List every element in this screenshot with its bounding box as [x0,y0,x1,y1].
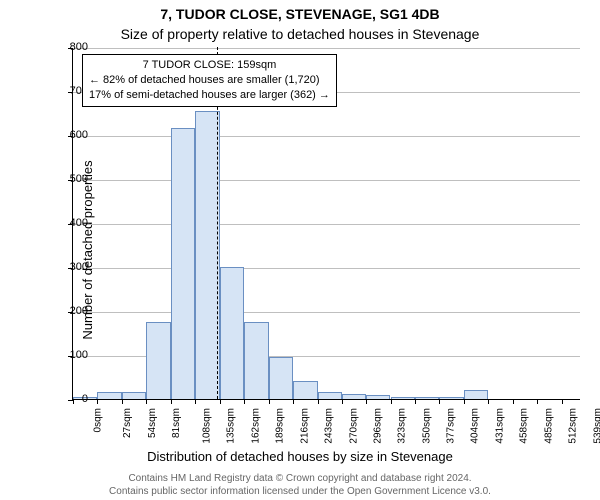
histogram-bar [171,128,195,399]
x-tick-label: 485sqm [544,408,555,444]
histogram-bar [220,267,244,399]
x-tick-mark [513,399,514,404]
x-tick-label: 81sqm [171,408,182,438]
histogram-bar [439,397,463,399]
x-tick-mark [366,399,367,404]
callout-box: 7 TUDOR CLOSE: 159sqm ← 82% of detached … [82,54,337,107]
x-tick-label: 0sqm [92,408,103,432]
y-tick-label: 100 [58,349,88,361]
gridline [73,268,580,269]
y-tick-label: 400 [58,217,88,229]
x-tick-label: 189sqm [275,408,286,444]
histogram-bar [318,392,342,399]
x-tick-label: 108sqm [202,408,213,444]
x-tick-mark [391,399,392,404]
y-tick-label: 0 [58,393,88,405]
x-tick-label: 404sqm [470,408,481,444]
gridline [73,224,580,225]
x-tick-label: 27sqm [123,408,134,438]
y-tick-label: 200 [58,305,88,317]
histogram-bar [342,394,366,399]
y-tick-label: 600 [58,129,88,141]
x-tick-mark [171,399,172,404]
histogram-bar [146,322,170,399]
histogram-bar [97,392,121,399]
x-tick-mark [464,399,465,404]
x-tick-label: 216sqm [300,408,311,444]
histogram-bar [366,395,390,399]
x-tick-mark [122,399,123,404]
footnote-line1: Contains HM Land Registry data © Crown c… [0,473,600,486]
histogram-bar [293,381,317,399]
y-tick-label: 500 [58,173,88,185]
chart-container: { "chart": { "type": "histogram", "title… [0,0,600,500]
x-tick-mark [342,399,343,404]
gridline [73,136,580,137]
gridline [73,48,580,49]
x-tick-mark [439,399,440,404]
x-tick-mark [415,399,416,404]
callout-line3: 17% of semi-detached houses are larger (… [89,88,330,103]
y-tick-label: 300 [58,261,88,273]
x-tick-label: 512sqm [568,408,579,444]
x-tick-label: 431sqm [495,408,506,444]
x-tick-mark [244,399,245,404]
histogram-bar [244,322,268,399]
x-tick-label: 539sqm [593,408,600,444]
x-tick-mark [562,399,563,404]
gridline [73,180,580,181]
x-tick-mark [220,399,221,404]
x-tick-label: 296sqm [372,408,383,444]
footnote-line2: Contains public sector information licen… [0,486,600,499]
x-tick-label: 54sqm [147,408,158,438]
x-tick-mark [318,399,319,404]
x-tick-mark [146,399,147,404]
x-tick-label: 243sqm [324,408,335,444]
page-title: 7, TUDOR CLOSE, STEVENAGE, SG1 4DB [0,6,600,22]
gridline [73,312,580,313]
histogram-bar [464,390,488,399]
x-tick-label: 270sqm [349,408,360,444]
x-tick-mark [269,399,270,404]
chart-subtitle: Size of property relative to detached ho… [0,26,600,42]
x-tick-mark [293,399,294,404]
x-axis-label: Distribution of detached houses by size … [0,449,600,464]
x-tick-label: 350sqm [421,408,432,444]
histogram-bar [269,357,293,399]
x-tick-label: 162sqm [251,408,262,444]
footnote: Contains HM Land Registry data © Crown c… [0,473,600,498]
x-tick-label: 458sqm [519,408,530,444]
histogram-bar [415,397,439,399]
callout-line2: ← 82% of detached houses are smaller (1,… [89,73,330,88]
histogram-bar [122,392,146,399]
callout-line1: 7 TUDOR CLOSE: 159sqm [89,58,330,73]
x-tick-mark [195,399,196,404]
histogram-bar [391,397,415,399]
x-tick-mark [97,399,98,404]
x-tick-mark [488,399,489,404]
y-tick-label: 800 [58,41,88,53]
x-tick-mark [537,399,538,404]
x-tick-label: 323sqm [397,408,408,444]
x-tick-label: 377sqm [446,408,457,444]
x-tick-label: 135sqm [226,408,237,444]
